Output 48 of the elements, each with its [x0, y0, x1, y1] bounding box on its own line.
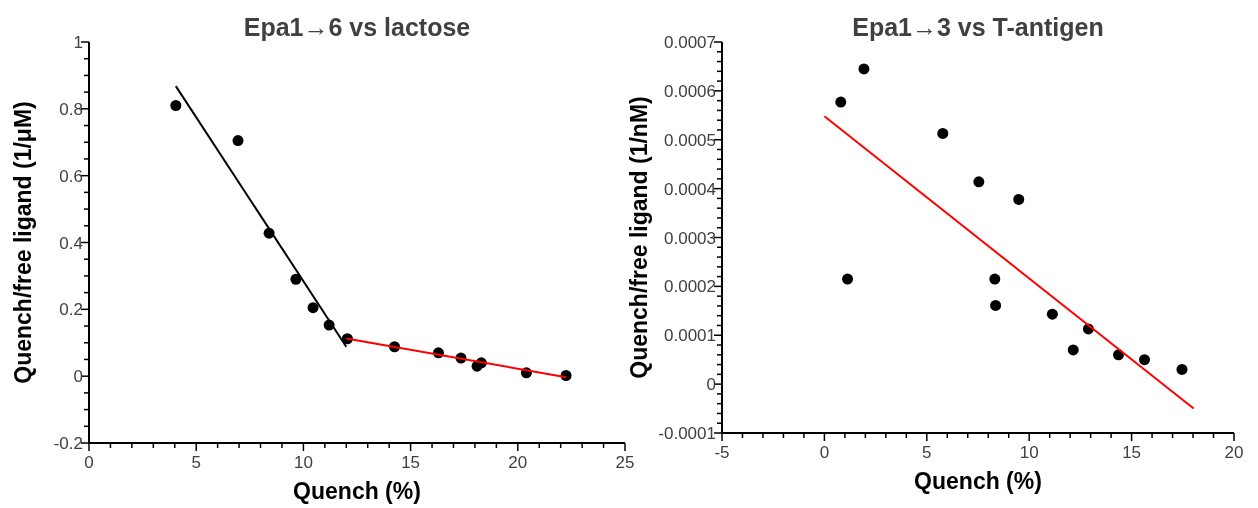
- chart-title: Epa1→3 vs T-antigen: [852, 13, 1104, 41]
- x-tick-label: 25: [615, 453, 635, 472]
- point: [858, 63, 870, 75]
- y-axis-title: Quench/free ligand (1/μM): [10, 101, 36, 384]
- x-tick-label: -5: [714, 443, 730, 462]
- point: [973, 176, 985, 188]
- x-tick-label: 10: [1019, 443, 1039, 462]
- x-tick-label: 15: [1122, 443, 1142, 462]
- chart-title: Epa1→6 vs lactose: [243, 13, 471, 41]
- y-tick-label: -0.0001: [658, 424, 716, 443]
- point: [835, 96, 847, 108]
- point: [1139, 354, 1150, 366]
- point: [1176, 363, 1188, 375]
- point: [990, 299, 1002, 311]
- y-tick-label: 0.8: [59, 99, 83, 119]
- x-tick-label: 5: [922, 443, 932, 462]
- x-axis-title: Quench (%): [914, 468, 1042, 494]
- point: [842, 273, 854, 285]
- point: [232, 135, 244, 147]
- y-tick-label: 0.0001: [664, 326, 716, 346]
- point: [937, 127, 949, 139]
- y-tick-label: -0.2: [53, 434, 83, 453]
- y-tick-label: 0: [706, 375, 716, 395]
- x-tick-label: 20: [508, 453, 528, 472]
- point: [307, 302, 319, 314]
- x-tick-label: 10: [293, 453, 313, 472]
- y-tick-label: 0.0002: [664, 277, 716, 297]
- point: [1046, 308, 1058, 320]
- y-tick-label: 0.0006: [664, 81, 716, 101]
- y-tick-label: 0.0007: [664, 33, 716, 52]
- y-tick-label: 1: [73, 33, 83, 52]
- point: [170, 99, 182, 111]
- point: [1067, 344, 1079, 356]
- x-tick-label: 20: [1224, 443, 1244, 462]
- point: [1013, 193, 1025, 205]
- x-axis-title: Quench (%): [293, 478, 421, 504]
- y-tick-label: 0.0004: [664, 179, 716, 199]
- x-tick-label: 5: [191, 453, 201, 472]
- y-tick-label: 0.4: [59, 233, 83, 253]
- y-tick-label: 0.0005: [664, 130, 716, 150]
- point: [989, 273, 1001, 285]
- x-tick-label: 0: [819, 443, 830, 462]
- y-axis-title: Quench/free ligand (1/nM): [626, 96, 652, 379]
- y-tick-label: 0.2: [59, 300, 83, 320]
- y-tick-label: 0: [73, 367, 83, 387]
- y-tick-label: 0.6: [59, 166, 83, 186]
- x-tick-label: 15: [401, 453, 421, 472]
- y-tick-label: 0.0003: [664, 228, 716, 248]
